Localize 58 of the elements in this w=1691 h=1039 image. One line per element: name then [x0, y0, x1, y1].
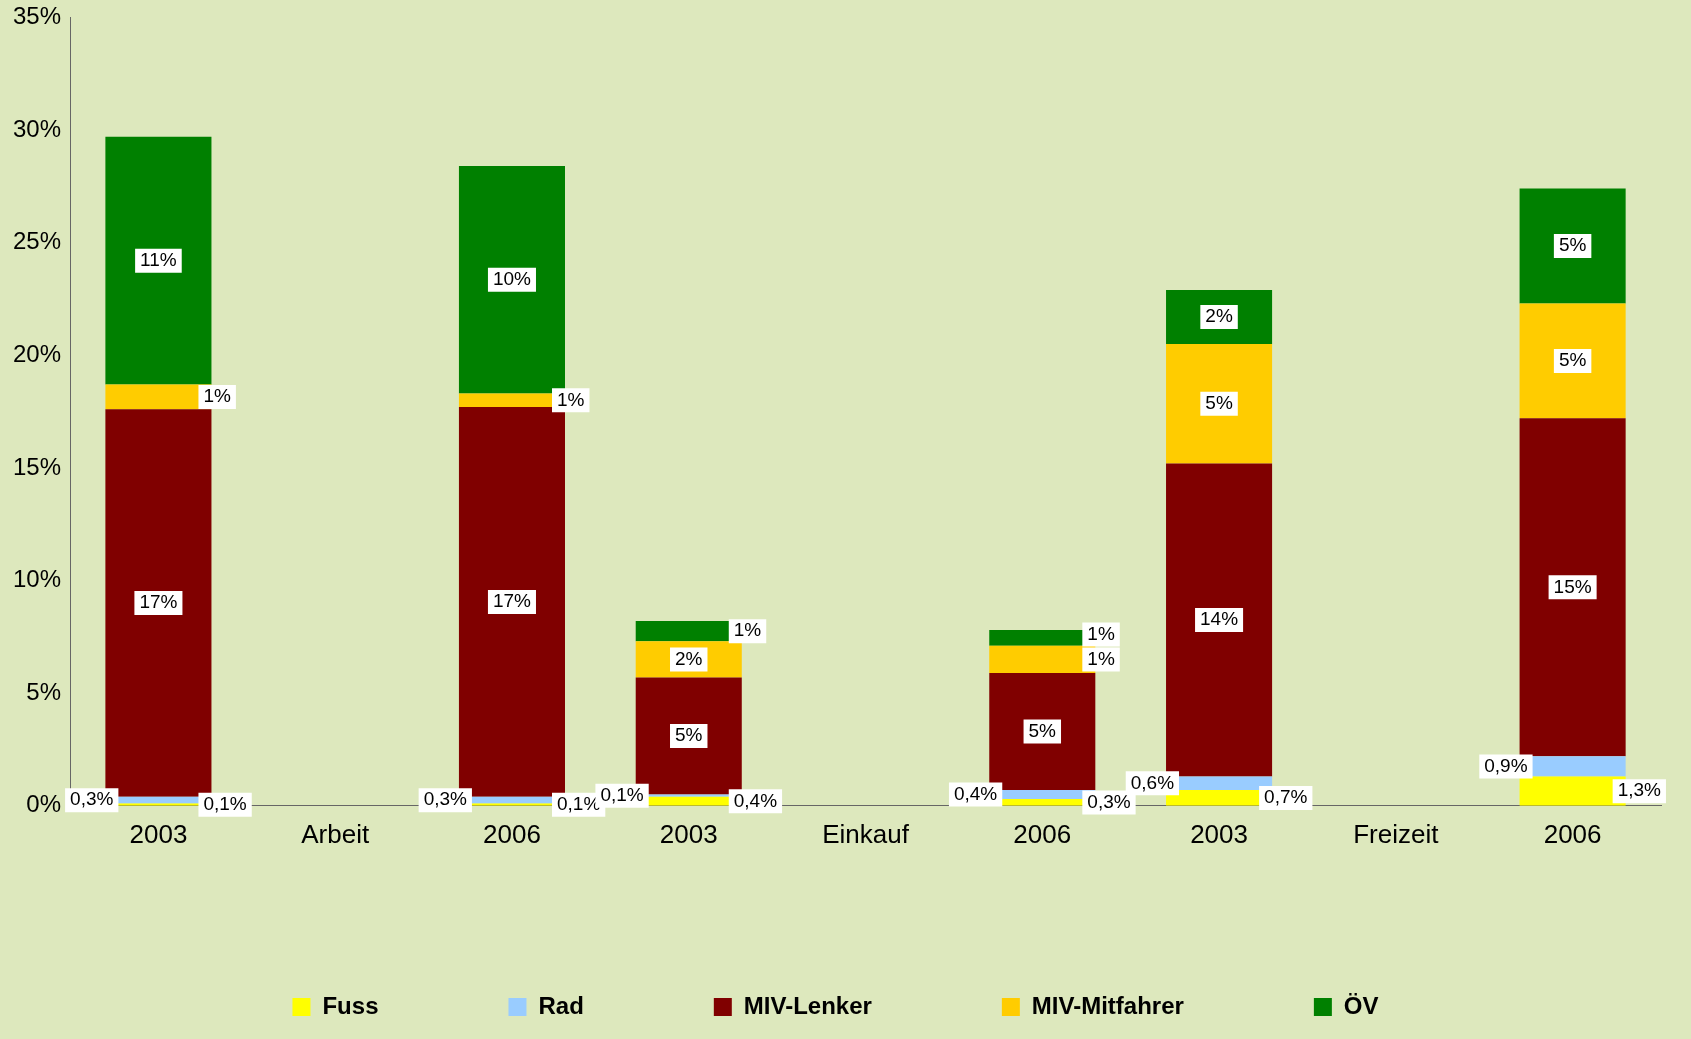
y-tick-label: 35%: [12, 2, 62, 30]
bar: [1519, 188, 1626, 304]
bar: [458, 166, 565, 394]
data-label: 11%: [140, 248, 177, 270]
y-tick-label: 10%: [12, 565, 62, 593]
bar: [1519, 418, 1626, 757]
data-label: 0,3%: [70, 788, 114, 810]
legend-label: Rad: [538, 991, 584, 1019]
data-label: 0,4%: [953, 782, 998, 804]
x-tick-label: 2003: [129, 818, 188, 849]
x-tick-label: Arbeit: [301, 818, 370, 849]
y-tick-label: 15%: [12, 452, 62, 480]
legend-label: MIV-Lenker: [743, 991, 872, 1019]
x-tick-label: 2003: [659, 818, 718, 849]
x-tick-label: Einkauf: [822, 818, 910, 849]
data-label: 10%: [492, 268, 532, 290]
x-tick-label: 2006: [1543, 818, 1602, 849]
bar: [1166, 463, 1273, 777]
data-label: 1%: [203, 385, 232, 407]
data-label: 5%: [675, 724, 703, 746]
data-label: 14%: [1200, 608, 1239, 630]
data-label: 5%: [1028, 719, 1057, 741]
y-tick-label: 5%: [26, 677, 62, 705]
x-tick-label: 2006: [483, 818, 541, 849]
data-label: 1%: [557, 388, 585, 410]
bar: [105, 136, 212, 385]
data-label: 2%: [675, 647, 703, 669]
data-label: 2%: [1205, 305, 1233, 327]
legend-label: MIV-Mitfahrer: [1031, 991, 1184, 1019]
data-label: 0,9%: [1484, 754, 1528, 776]
data-label: 1%: [733, 619, 762, 641]
data-label: 0,4%: [733, 789, 778, 811]
bar: [1166, 344, 1273, 464]
y-tick-label: 30%: [12, 114, 62, 142]
x-tick-label: 2003: [1190, 818, 1248, 849]
data-label: 5%: [1558, 234, 1587, 256]
data-label: 0,3%: [423, 788, 468, 810]
data-label: 17%: [139, 591, 178, 613]
x-tick-label: Freizeit: [1353, 818, 1440, 849]
data-label: 1%: [1087, 622, 1115, 644]
y-tick-label: 25%: [12, 227, 62, 255]
data-label: 5%: [1205, 391, 1233, 413]
x-tick-label: 2006: [1013, 818, 1072, 849]
data-label: 5%: [1558, 349, 1587, 371]
data-label: 0,1%: [600, 783, 644, 805]
legend-label: ÖV: [1343, 991, 1379, 1019]
data-label: 0,1%: [203, 792, 247, 814]
data-label: 1%: [1087, 647, 1115, 669]
bar: [1519, 303, 1626, 419]
legend-label: Fuss: [322, 991, 379, 1019]
data-label: 0,3%: [1087, 790, 1131, 812]
data-label: 0,7%: [1264, 786, 1308, 808]
data-label: 17%: [492, 590, 532, 612]
y-tick-label: 20%: [12, 339, 62, 367]
data-label: 1,3%: [1617, 779, 1662, 801]
data-label: 0,6%: [1130, 771, 1175, 793]
y-tick-label: 0%: [26, 790, 62, 818]
data-label: 15%: [1553, 575, 1592, 597]
